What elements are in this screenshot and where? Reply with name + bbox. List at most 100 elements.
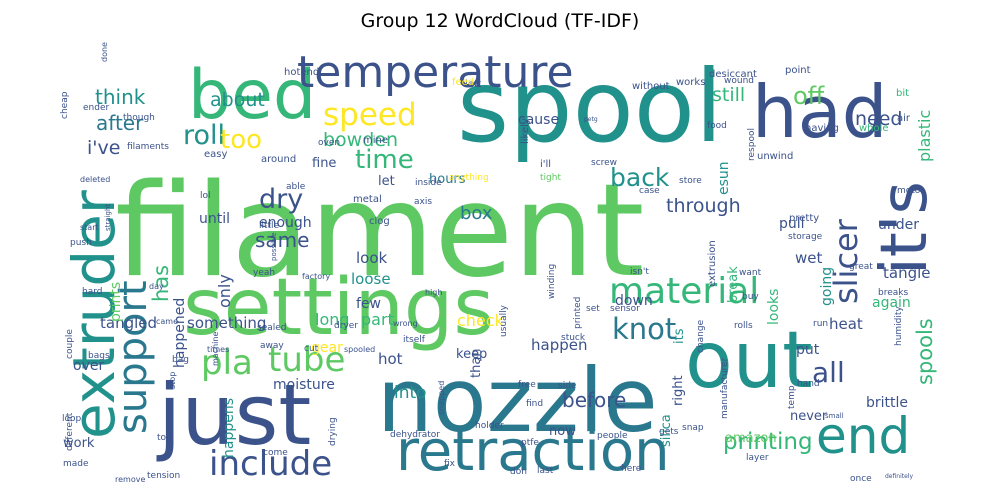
word-18: pla [201,343,253,383]
word-161: free [518,380,536,390]
word-28: printing [723,429,813,455]
word-147: here [621,464,642,474]
word-182: couple [65,329,75,359]
word-96: motor [897,186,924,196]
word-86: amazon [725,431,777,446]
word-62: enough [259,215,312,231]
word-83: its [672,328,687,344]
word-80: moisture [273,377,335,393]
word-69: hours [429,172,466,187]
word-101: without [632,81,670,92]
word-13: support [110,280,156,434]
word-163: spooled [344,345,375,354]
word-144: once [850,474,872,484]
word-92: point [785,65,811,76]
word-128: change [696,319,706,353]
word-41: plastic [915,110,934,162]
word-142: temp [787,385,797,409]
word-177: stop [168,372,177,389]
word-33: think [95,85,146,109]
word-115: anything [449,173,489,183]
word-30: has [149,265,173,302]
word-125: winding [547,264,557,299]
word-39: need [855,108,902,130]
word-16: tube [268,340,345,380]
word-72: fine [312,156,336,171]
word-145: definitely [885,473,913,480]
word-175: bag [172,355,189,365]
word-44: only [215,274,234,308]
word-106: likely [520,118,531,144]
word-75: never [790,409,828,424]
word-181: hard [82,287,102,297]
word-76: brittle [866,395,908,411]
word-25: time [355,145,414,175]
word-99: having [805,123,839,134]
word-68: esun [716,161,732,195]
word-19: speed [323,97,417,133]
word-180: day [149,282,164,291]
word-3: settings [183,263,494,353]
word-37: before [562,388,626,412]
word-196: ender [83,103,109,113]
word-77: hot [378,350,403,368]
word-52: heat [829,315,863,333]
word-134: rolls [734,321,753,331]
word-150: people [597,431,628,441]
word-100: respool [747,128,757,161]
word-167: itself [403,335,426,345]
word-53: again [872,295,911,311]
word-90: hotend [284,67,319,78]
word-158: ptfe [521,438,539,448]
word-64: down [615,293,653,309]
word-55: looks [766,289,782,325]
word-194: filaments [127,142,169,152]
word-45: check [457,311,505,330]
word-0: filament [115,157,644,306]
word-40: still [712,84,745,106]
word-93: bit [896,88,909,99]
word-190: possible [270,232,278,261]
word-112: metal [353,194,382,205]
word-166: dryer [334,321,358,331]
word-50: tangle [883,264,931,282]
word-120: store [679,176,702,186]
word-123: storage [788,232,823,242]
word-51: wet [795,249,822,267]
word-132: set [586,304,600,314]
word-165: sealed [257,323,287,333]
word-23: dry [259,184,303,215]
word-43: box [460,203,493,224]
word-171: remove [115,475,145,484]
word-143: small [825,412,844,420]
word-155: dehydrator [390,430,440,440]
word-103: wound [724,76,754,86]
word-116: axis [414,197,432,207]
word-17: slicer [827,218,865,304]
word-61: happens [221,398,237,458]
word-192: little [259,221,280,231]
word-97: food [707,121,727,131]
word-94: air [897,113,911,124]
word-168: away [260,341,284,351]
word-36: i've [87,137,120,159]
word-157: snapped [437,381,446,415]
word-66: pull [779,216,805,232]
word-79: over [73,358,104,374]
word-108: oven [318,138,340,148]
word-141: hand [797,379,820,389]
word-27: off [793,82,825,110]
word-148: gets [659,427,679,437]
word-105: feed [452,77,474,88]
word-186: loop [62,414,82,424]
word-84: silica [659,414,674,447]
word-47: long [315,310,350,329]
word-59: happen [531,336,587,354]
word-118: screw [591,158,617,168]
word-2: nozzle [377,349,658,452]
word-82: right [671,375,686,406]
word-122: pretty [789,213,819,224]
word-174: bags [88,351,110,361]
word-1: spool [457,48,723,165]
word-117: i'll [540,159,551,170]
